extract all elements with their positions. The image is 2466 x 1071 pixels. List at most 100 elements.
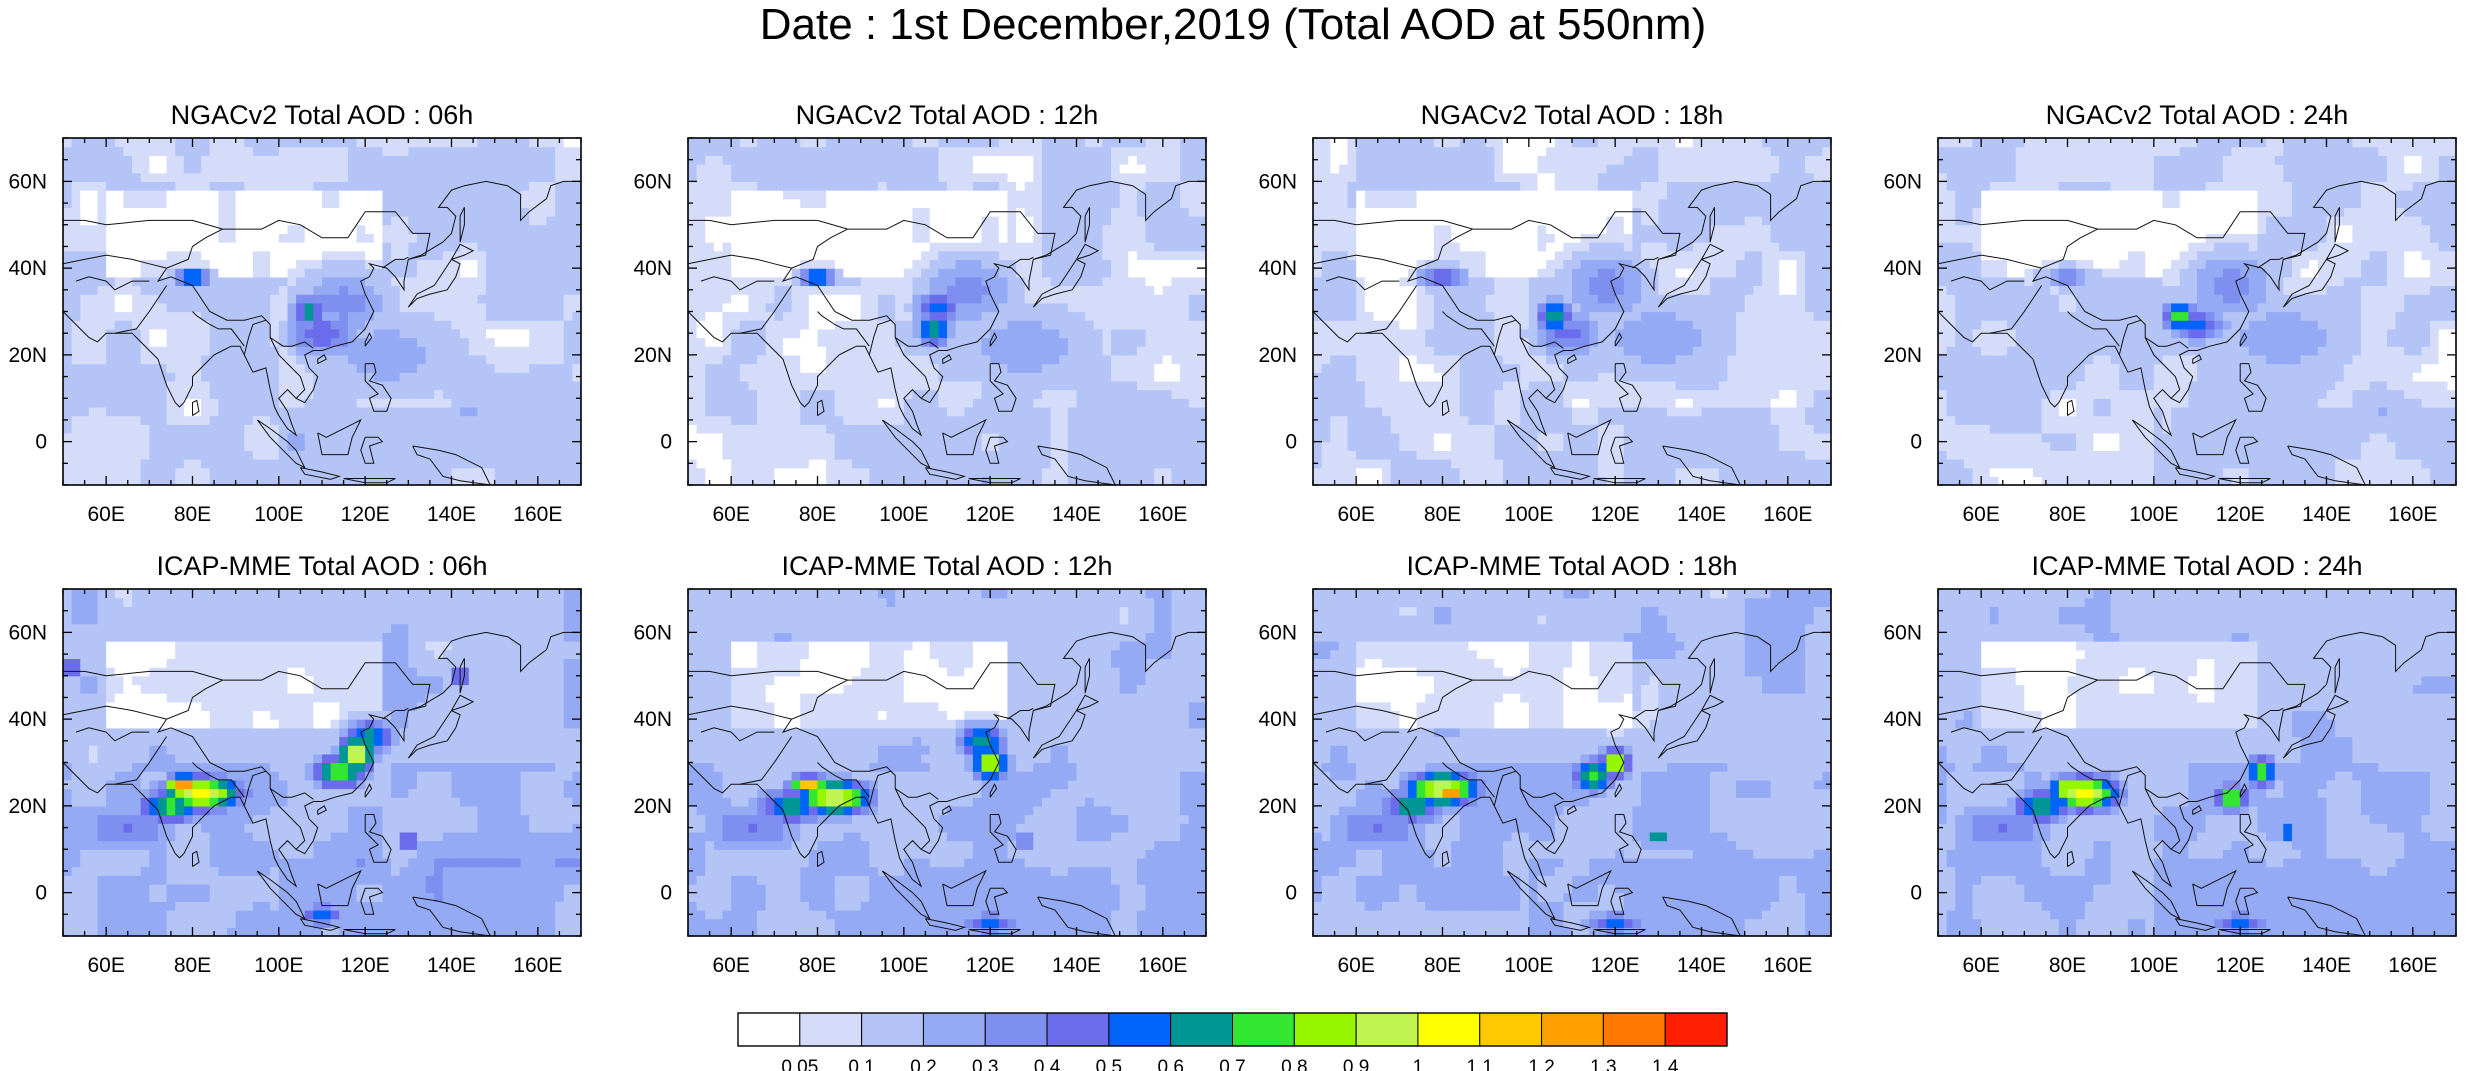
aod-cell — [460, 190, 470, 200]
aod-cell — [1119, 224, 1129, 235]
aod-cell — [572, 224, 581, 235]
aod-cell — [1188, 354, 1198, 365]
aod-cell — [1041, 233, 1052, 243]
aod-cell — [149, 380, 159, 391]
aod-cell — [713, 441, 724, 451]
aod-cell — [817, 190, 827, 200]
aod-cell — [774, 311, 784, 321]
aod-cell — [1067, 328, 1078, 339]
aod-cell — [296, 233, 306, 243]
aod-cell — [218, 328, 228, 339]
aod-cell — [826, 415, 836, 425]
aod-cell — [748, 190, 758, 200]
aod-cell — [408, 450, 418, 460]
aod-cell — [757, 181, 767, 191]
aod-cell — [817, 250, 827, 261]
aod-cell — [972, 181, 983, 191]
aod-cell — [537, 328, 548, 339]
aod-cell — [808, 406, 819, 417]
aod-cell — [1059, 198, 1069, 208]
aod-cell — [895, 294, 905, 304]
aod-cell — [912, 250, 922, 261]
aod-cell — [511, 155, 522, 165]
aod-cell — [555, 250, 565, 261]
aod-cell — [1136, 285, 1147, 295]
aod-cell — [748, 155, 758, 165]
aod-cell — [765, 337, 775, 347]
aod-cell — [408, 181, 418, 191]
aod-cell — [356, 311, 366, 321]
aod-cell — [826, 476, 836, 485]
aod-cell — [1145, 146, 1155, 156]
aod-cell — [808, 155, 819, 165]
aod-cell — [183, 259, 194, 269]
aod-cell — [955, 389, 965, 399]
aod-cell — [563, 250, 573, 261]
aod-cell — [529, 458, 539, 469]
aod-cell — [860, 146, 870, 156]
aod-cell — [826, 216, 836, 226]
aod-cell — [572, 363, 581, 373]
aod-cell — [278, 138, 289, 148]
aod-cell — [175, 389, 185, 399]
aod-cell — [1007, 311, 1017, 321]
aod-cell — [209, 224, 219, 235]
aod-cell — [869, 285, 879, 295]
aod-cell — [955, 138, 965, 148]
aod-cell — [330, 155, 340, 165]
aod-cell — [912, 476, 922, 485]
aod-cell — [713, 346, 724, 356]
aod-cell — [852, 337, 862, 347]
aod-cell — [834, 233, 844, 243]
aod-cell — [270, 164, 280, 174]
aod-cell — [765, 164, 775, 174]
aod-cell — [511, 372, 522, 382]
aod-cell — [227, 276, 237, 287]
aod-cell — [1188, 294, 1198, 304]
aod-cell — [235, 190, 245, 200]
aod-cell — [1154, 363, 1164, 373]
aod-cell — [97, 294, 107, 304]
aod-cell — [817, 268, 827, 278]
aod-cell — [981, 233, 991, 243]
aod-cell — [713, 155, 724, 165]
aod-cell — [748, 380, 758, 391]
aod-cell — [817, 346, 827, 356]
aod-cell — [877, 458, 888, 469]
aod-cell — [477, 181, 487, 191]
aod-cell — [546, 224, 556, 235]
aod-cell — [546, 233, 556, 243]
aod-cell — [800, 458, 810, 469]
aod-cell — [765, 138, 775, 148]
aod-cell — [157, 450, 168, 460]
aod-cell — [929, 276, 939, 287]
aod-cell — [765, 415, 775, 425]
aod-cell — [218, 432, 228, 443]
aod-cell — [442, 372, 453, 382]
aod-cell — [520, 259, 530, 269]
aod-cell — [132, 198, 142, 208]
aod-cell — [808, 398, 819, 408]
aod-cell — [955, 181, 965, 191]
aod-cell — [791, 164, 801, 174]
aod-cell — [1024, 380, 1034, 391]
aod-cell — [705, 268, 715, 278]
aod-cell — [1119, 268, 1129, 278]
aod-cell — [1050, 172, 1060, 182]
aod-cell — [808, 224, 819, 235]
aod-cell — [572, 311, 581, 321]
aod-cell — [278, 424, 289, 434]
aod-cell — [97, 337, 107, 347]
aod-cell — [183, 424, 194, 434]
aod-cell — [244, 406, 254, 417]
aod-cell — [71, 146, 81, 156]
aod-cell — [227, 259, 237, 269]
aod-cell — [886, 276, 896, 287]
aod-cell — [209, 259, 219, 269]
aod-cell — [304, 320, 314, 330]
aod-cell — [434, 450, 444, 460]
aod-cell — [782, 233, 793, 243]
aod-cell — [722, 198, 732, 208]
aod-cell — [537, 476, 548, 485]
aod-cell — [416, 242, 427, 252]
